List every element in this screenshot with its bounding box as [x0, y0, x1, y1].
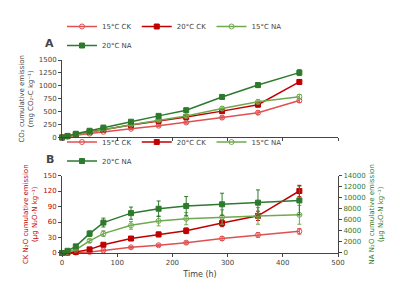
svg-text:90: 90 [48, 203, 57, 211]
svg-text:12000: 12000 [343, 183, 365, 191]
svg-text:20°C NA: 20°C NA [102, 158, 132, 166]
svg-text:20°C CK: 20°C CK [177, 23, 206, 31]
svg-text:CO₂ cumulative emission(mg CO₂: CO₂ cumulative emission(mg CO₂-C kg⁻¹) [18, 55, 35, 143]
svg-text:4000: 4000 [343, 227, 361, 235]
svg-text:1250: 1250 [39, 69, 57, 77]
svg-text:10000: 10000 [343, 194, 365, 202]
svg-text:1000: 1000 [39, 82, 57, 90]
svg-text:100: 100 [111, 259, 124, 267]
svg-text:15°C NA: 15°C NA [252, 23, 282, 31]
svg-text:750: 750 [43, 95, 56, 103]
svg-text:0: 0 [60, 259, 64, 267]
svg-text:120: 120 [43, 187, 56, 195]
svg-text:Time (h): Time (h) [182, 270, 216, 279]
svg-text:2000: 2000 [343, 238, 361, 246]
svg-text:0: 0 [343, 249, 347, 257]
svg-text:14000: 14000 [343, 172, 365, 180]
svg-text:6000: 6000 [343, 216, 361, 224]
svg-text:15°C CK: 15°C CK [102, 139, 131, 147]
svg-text:60: 60 [48, 218, 57, 226]
svg-text:300: 300 [221, 259, 234, 267]
svg-text:15°C CK: 15°C CK [102, 23, 131, 31]
svg-text:20°C NA: 20°C NA [102, 42, 132, 50]
svg-text:0: 0 [52, 134, 56, 142]
svg-text:B: B [46, 153, 54, 166]
svg-text:0: 0 [52, 249, 56, 257]
svg-text:250: 250 [43, 121, 56, 129]
svg-text:1500: 1500 [39, 56, 57, 64]
svg-text:NA N₂O cumulative emission(μg: NA N₂O cumulative emission(μg N₂O-N kg⁻¹… [368, 164, 385, 264]
svg-text:500: 500 [331, 259, 344, 267]
svg-text:15°C NA: 15°C NA [252, 139, 282, 147]
svg-text:30: 30 [48, 234, 57, 242]
svg-text:500: 500 [43, 108, 56, 116]
svg-text:20°C CK: 20°C CK [177, 139, 206, 147]
svg-text:8000: 8000 [343, 205, 361, 213]
svg-text:200: 200 [166, 259, 179, 267]
svg-text:A: A [45, 37, 54, 50]
svg-text:400: 400 [276, 259, 289, 267]
svg-text:150: 150 [43, 172, 56, 180]
svg-text:CK N₂O cumulative emission(μg: CK N₂O cumulative emission(μg N₂O-N kg⁻¹… [22, 164, 39, 264]
